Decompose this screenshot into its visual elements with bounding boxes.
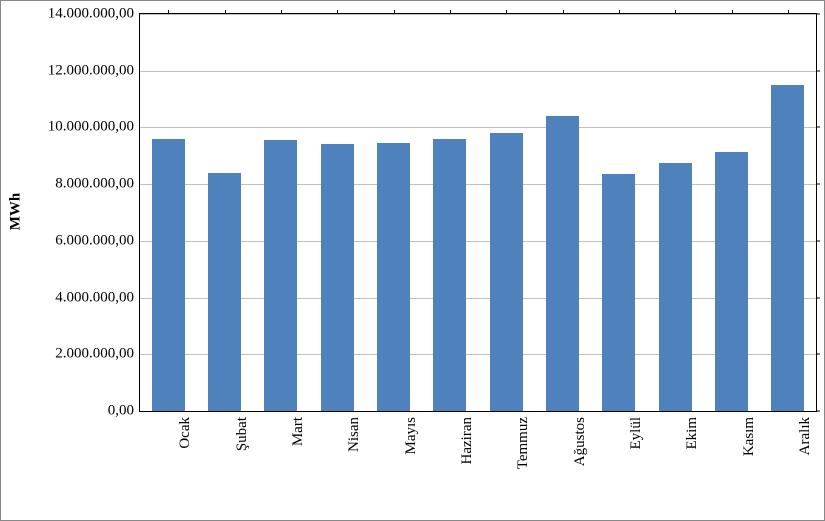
xtick-label: Eylül (627, 411, 645, 450)
xtick-label: Mart (289, 411, 307, 446)
ytick-label: 2.000.000,00 (55, 346, 140, 363)
xtick-mark (563, 10, 564, 14)
xtick-mark (732, 10, 733, 14)
bar (715, 152, 748, 411)
xtick-label: Kasım (740, 411, 758, 456)
ytick-mark (816, 240, 820, 241)
xtick-label: Temmuz (514, 411, 532, 469)
bar (377, 143, 410, 411)
ytick-label: 14.000.000,00 (48, 6, 140, 23)
ytick-mark (816, 354, 820, 355)
xtick-label: Aralık (796, 411, 814, 455)
ytick-label: 0,00 (108, 403, 140, 420)
ytick-label: 8.000.000,00 (55, 176, 140, 193)
xtick-label: Şubat (233, 411, 251, 451)
ytick-mark (816, 70, 820, 71)
xtick-label: Mayıs (402, 411, 420, 455)
xtick-mark (675, 10, 676, 14)
gridline (140, 71, 816, 72)
ytick-mark (816, 297, 820, 298)
plot-area: 0,002.000.000,004.000.000,006.000.000,00… (139, 13, 817, 412)
xtick-mark (506, 10, 507, 14)
ytick-mark (816, 14, 820, 15)
bar (490, 133, 523, 411)
ytick-label: 4.000.000,00 (55, 289, 140, 306)
gridline (140, 14, 816, 15)
xtick-mark (168, 10, 169, 14)
xtick-mark (394, 10, 395, 14)
xtick-label: Ağustos (571, 411, 589, 466)
bar (771, 85, 804, 411)
bar (659, 163, 692, 411)
bar (264, 140, 297, 411)
xtick-label: Ekim (683, 411, 701, 450)
xtick-mark (619, 10, 620, 14)
bar (602, 174, 635, 411)
ytick-mark (816, 184, 820, 185)
ytick-mark (816, 411, 820, 412)
ytick-label: 10.000.000,00 (48, 119, 140, 136)
bar (546, 116, 579, 411)
chart-frame: MWh 0,002.000.000,004.000.000,006.000.00… (0, 0, 825, 521)
ytick-mark (816, 127, 820, 128)
bar (433, 139, 466, 411)
xtick-mark (281, 10, 282, 14)
y-axis-label: MWh (7, 193, 24, 231)
ytick-label: 6.000.000,00 (55, 232, 140, 249)
xtick-mark (450, 10, 451, 14)
xtick-label: Haziran (458, 411, 476, 464)
bar (152, 139, 185, 411)
bar (321, 144, 354, 411)
gridline (140, 127, 816, 128)
xtick-label: Ocak (176, 411, 194, 449)
xtick-mark (788, 10, 789, 14)
xtick-mark (337, 10, 338, 14)
bar (208, 173, 241, 411)
xtick-mark (225, 10, 226, 14)
xtick-label: Nisan (345, 411, 363, 452)
ytick-label: 12.000.000,00 (48, 62, 140, 79)
